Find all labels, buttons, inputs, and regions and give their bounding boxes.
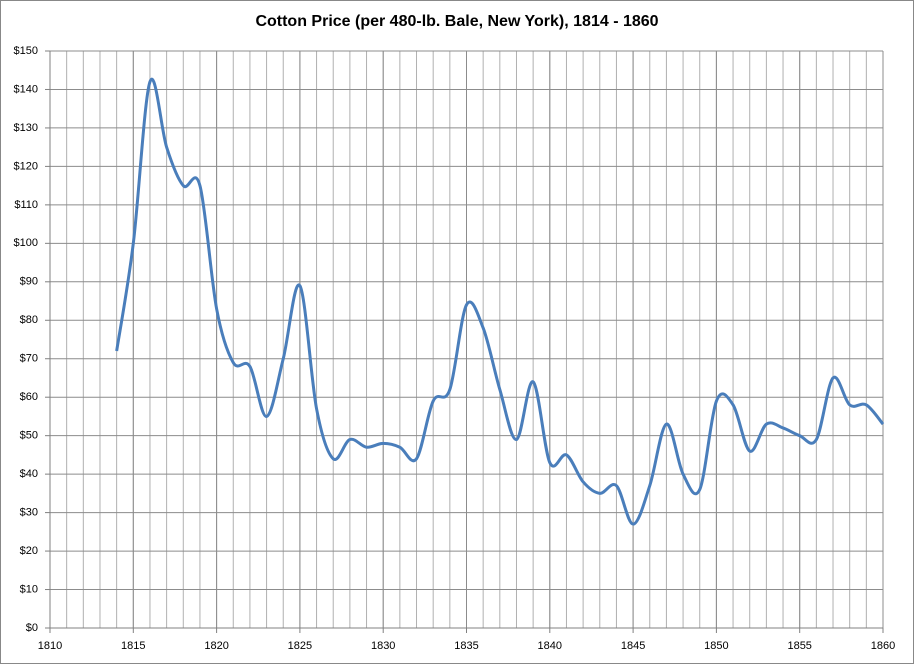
y-tick-label: $30 bbox=[20, 507, 38, 519]
y-tick-label: $20 bbox=[20, 545, 38, 557]
y-tick-label: $90 bbox=[20, 276, 38, 288]
x-tick-label: 1830 bbox=[371, 640, 395, 652]
y-tick-label: $60 bbox=[20, 391, 38, 403]
chart-title: Cotton Price (per 480-lb. Bale, New York… bbox=[255, 13, 658, 30]
x-tick-label: 1845 bbox=[621, 640, 645, 652]
y-tick-label: $110 bbox=[14, 199, 38, 211]
x-tick-label: 1815 bbox=[121, 640, 145, 652]
x-tick-label: 1810 bbox=[38, 640, 62, 652]
y-tick-label: $140 bbox=[14, 83, 38, 95]
x-tick-label: 1840 bbox=[538, 640, 562, 652]
y-tick-label: $120 bbox=[14, 160, 38, 172]
x-tick-label: 1835 bbox=[454, 640, 478, 652]
y-tick-label: $130 bbox=[14, 122, 38, 134]
y-tick-label: $40 bbox=[20, 468, 38, 480]
x-tick-label: 1855 bbox=[787, 640, 811, 652]
x-tick-label: 1860 bbox=[871, 640, 895, 652]
y-tick-label: $100 bbox=[14, 237, 38, 249]
x-tick-label: 1820 bbox=[204, 640, 228, 652]
y-tick-label: $50 bbox=[20, 430, 38, 442]
price-line bbox=[115, 77, 885, 526]
y-tick-label: $70 bbox=[20, 353, 38, 365]
y-tick-label: $80 bbox=[20, 314, 38, 326]
y-tick-label: $150 bbox=[14, 45, 38, 57]
y-tick-label: $10 bbox=[20, 583, 38, 595]
x-tick-label: 1825 bbox=[288, 640, 312, 652]
x-tick-label: 1850 bbox=[704, 640, 728, 652]
y-tick-label: $0 bbox=[26, 622, 38, 634]
